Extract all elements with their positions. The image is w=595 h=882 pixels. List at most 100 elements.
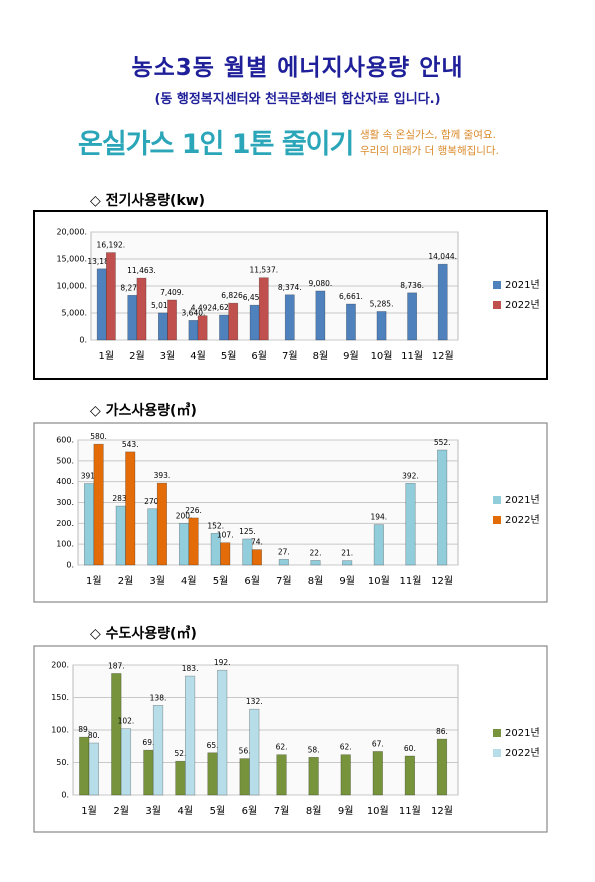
data-label: 194. [370,513,387,522]
bar [175,760,186,796]
banner: 온실가스 1인 1톤 줄이기 [78,129,354,160]
legend-label: 2022년 [505,299,540,311]
legend-label: 2021년 [505,279,540,291]
x-tick-label: 3월 [145,805,161,817]
bar [228,302,239,341]
bar [308,757,319,796]
data-label: 27. [278,547,290,556]
bar [219,314,229,341]
legend-label: 2022년 [505,747,540,759]
y-tick-label: 200. [51,661,69,670]
x-tick-label: 10월 [368,575,390,587]
data-label: 125. [239,527,256,536]
data-label: 4,627. [212,303,236,312]
data-label: 89. [78,725,90,734]
bar [156,482,167,566]
data-label: 22. [310,548,322,557]
x-tick-label: 4월 [190,350,206,362]
y-tick-label: 20,000. [56,228,87,237]
y-tick-label: 0. [79,336,87,345]
x-tick-label: 8월 [313,350,329,362]
bar [276,754,287,796]
bar [79,736,90,796]
x-tick-label: 3월 [149,575,165,587]
bar [404,755,415,796]
data-label: 580. [90,432,107,441]
x-tick-label: 11월 [400,575,422,587]
data-label: 7,409. [160,288,184,297]
bar [105,252,116,341]
legend-swatch [493,281,501,289]
data-label: 183. [182,664,199,673]
data-label: 80. [88,731,100,740]
data-label: 5,017. [151,301,175,310]
data-label: 8,374. [278,283,302,292]
data-label: 14,044. [428,252,457,261]
bar [346,303,356,341]
x-tick-label: 1월 [86,575,102,587]
x-tick-label: 10월 [367,805,389,817]
x-tick-label: 12월 [432,350,454,362]
data-label: 52. [175,749,187,758]
bar [310,560,321,566]
data-label: 62. [276,743,288,752]
bar [342,560,353,566]
y-tick-label: 300. [56,498,74,507]
bar [405,483,416,566]
bar [93,443,104,566]
x-tick-label: 6월 [244,575,260,587]
bar [278,559,289,566]
data-label: 62. [340,743,352,752]
data-label: 86. [436,727,448,736]
x-tick-label: 6월 [251,350,267,362]
x-tick-label: 4월 [181,575,197,587]
bar [125,451,136,566]
page-title: 농소3동 월별 에너지사용량 안내 [131,55,464,81]
section-heading: ◇ 전기사용량(kw) [90,193,206,209]
legend-swatch [493,496,501,504]
bar [217,669,228,796]
bar [188,320,199,341]
chart: 0. 50. 100. 150. 200. 1월 89.80. 2월 187. 102. 3월 69.… [33,645,548,833]
x-tick-label: 2월 [113,805,129,817]
x-tick-label: 3월 [160,350,176,362]
x-tick-label: 8월 [306,805,322,817]
slogan: 우리의 미래가 더 행복해집니다. [360,145,499,157]
bar [115,505,126,566]
legend-label: 2021년 [505,494,540,506]
y-tick-label: 50. [56,758,69,767]
data-label: 138. [150,693,167,702]
chart: 0. 5,000. 10,000. 15,000. 20,000. 1월 13,180. 16… [33,210,548,380]
data-label: 391. [81,472,98,481]
bar [96,268,107,341]
x-tick-label: 8월 [308,575,324,587]
y-tick-label: 0. [66,561,74,570]
data-label: 552. [434,438,451,447]
bar [88,742,99,796]
x-tick-label: 7월 [274,805,290,817]
page-subtitle: (동 행정복지센터와 천곡문화센터 합산자료 입니다.) [154,92,441,107]
legend-label: 2022년 [505,514,540,526]
data-label: 3,640. [182,308,206,317]
data-label: 8,736. [400,281,424,290]
bar [284,294,295,341]
bar [249,304,260,341]
y-tick-label: 500. [56,456,74,465]
bar [120,728,132,796]
data-label: 11,463. [127,266,156,275]
data-label: 6,661. [339,292,363,301]
data-label: 8,279. [120,283,144,292]
bar [143,749,154,796]
bar [239,758,250,796]
bar [373,524,384,566]
data-label: 187. [108,661,125,670]
y-tick-label: 600. [56,436,74,445]
data-label: 283. [112,494,129,503]
x-tick-label: 9월 [338,805,354,817]
y-tick-label: 200. [56,519,74,528]
data-label: 102. [118,717,135,726]
bar [136,277,147,341]
bar [251,549,262,566]
bar [437,263,448,341]
bar [111,673,122,796]
